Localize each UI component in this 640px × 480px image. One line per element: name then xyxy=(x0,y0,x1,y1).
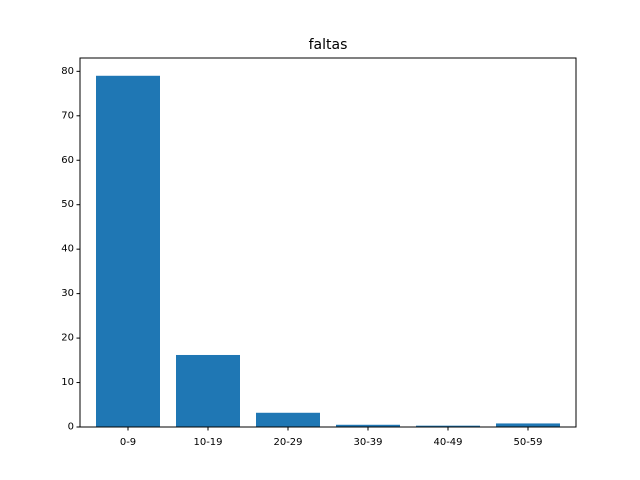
bar-30-39 xyxy=(336,424,400,427)
bar-40-49 xyxy=(416,425,480,427)
chart-title: faltas xyxy=(309,37,348,53)
plot-frame xyxy=(79,57,577,428)
y-tick-label: 30 xyxy=(61,288,74,299)
y-axis: 0 10 20 30 40 50 60 70 80 xyxy=(61,66,80,433)
y-tick-label: 50 xyxy=(61,199,74,210)
y-tick-label: 70 xyxy=(61,110,74,121)
y-tick-label: 80 xyxy=(61,66,74,77)
y-tick-label: 0 xyxy=(68,422,74,433)
x-tick-label: 40-49 xyxy=(433,437,462,448)
x-axis: 0-9 10-19 20-29 30-39 40-49 50-59 xyxy=(120,427,543,448)
x-tick-label: 20-29 xyxy=(273,437,302,448)
y-tick-label: 60 xyxy=(61,155,74,166)
x-tick-label: 30-39 xyxy=(353,437,382,448)
bars xyxy=(96,75,560,427)
x-tick-label: 10-19 xyxy=(193,437,222,448)
bar-50-59 xyxy=(496,423,560,427)
bar-20-29 xyxy=(256,412,320,427)
x-tick-label: 50-59 xyxy=(513,437,542,448)
bar-10-19 xyxy=(176,354,240,427)
y-tick-label: 20 xyxy=(61,333,74,344)
bar-0-9 xyxy=(96,75,160,427)
x-tick-label: 0-9 xyxy=(120,437,136,448)
y-tick-label: 40 xyxy=(61,244,74,255)
y-tick-label: 10 xyxy=(61,377,74,388)
